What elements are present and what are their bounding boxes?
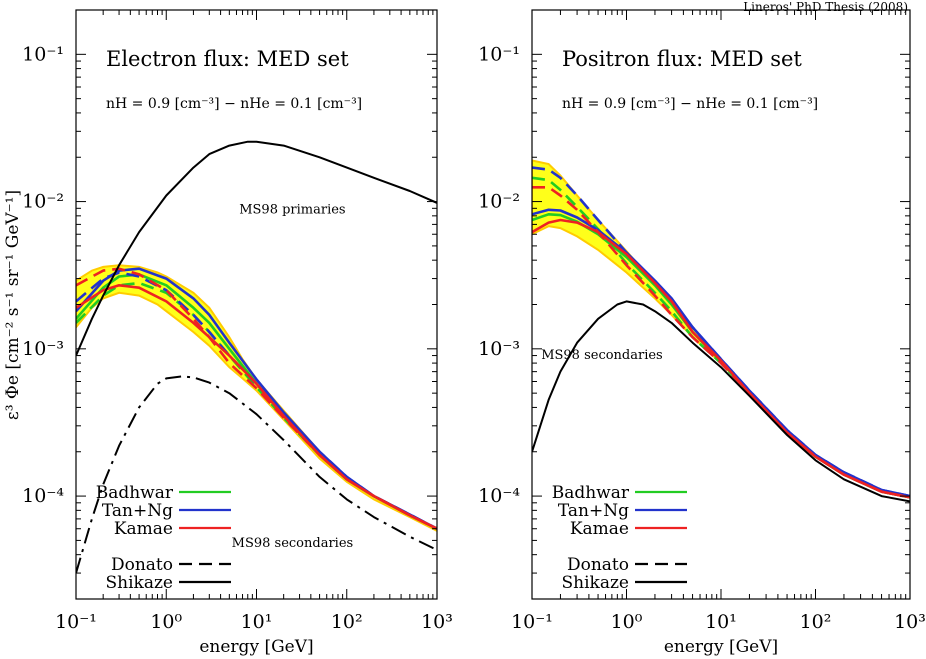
annotation-label: MS98 secondaries: [232, 536, 354, 551]
x-tick-label: 10³: [894, 611, 926, 633]
series-kamae-donato: [76, 267, 437, 530]
series-ms98-secondaries-reference: [532, 300, 910, 503]
series-tan-ng-donato: [532, 166, 910, 498]
y-tick-label: 10⁻⁴: [478, 485, 520, 507]
panel-subtitle: nH = 0.9 [cm⁻³] − nHe = 0.1 [cm⁻³]: [562, 96, 818, 112]
uncertainty-band: [76, 264, 437, 533]
legend-label: Kamae: [570, 519, 629, 539]
panel-positron: 10⁻¹ 10⁰ 10¹ 10² 10³ 10⁻⁴ 10⁻³ 10⁻² 10⁻¹ energy […: [478, 9, 926, 657]
y-tick-label: 10⁻³: [478, 338, 520, 360]
panel-electron: 10⁻¹ 10⁰ 10¹ 10² 10³ 10⁻⁴ 10⁻³ 10⁻² 10⁻¹ energy […: [22, 9, 453, 657]
legend-label: Kamae: [114, 519, 173, 539]
x-axis-label: energy [GeV]: [664, 637, 778, 657]
x-tick-label: 10⁰: [150, 611, 182, 633]
legend-label: Donato: [111, 555, 173, 575]
legend-label: Shikaze: [106, 573, 174, 593]
panel-title: Electron flux: MED set: [106, 47, 349, 71]
legend-label: Shikaze: [562, 573, 630, 593]
y-tick-label: 10⁻¹: [478, 43, 520, 65]
series-kamae-donato: [532, 186, 910, 499]
series-badhwar-donato: [532, 176, 910, 499]
legend-label: Badhwar: [96, 483, 174, 503]
legend-label: Badhwar: [552, 483, 630, 503]
plot-area: [532, 159, 910, 503]
panel-subtitle: nH = 0.9 [cm⁻³] − nHe = 0.1 [cm⁻³]: [106, 96, 362, 112]
series-kamae-shikaze: [532, 218, 910, 499]
x-tick-label: 10¹: [705, 611, 737, 633]
x-tick-label: 10¹: [241, 611, 273, 633]
x-tick-label: 10⁰: [611, 611, 643, 633]
plot-area: [76, 140, 437, 574]
series-ms98-primaries-reference: [76, 140, 437, 356]
legend-label: Tan+Ng: [102, 501, 173, 521]
legend-label: Tan+Ng: [558, 501, 629, 521]
y-axis-label: ε³ Φe [cm⁻² s⁻¹ sr⁻¹ GeV⁻¹]: [3, 190, 23, 420]
legend-label: Donato: [567, 555, 629, 575]
x-axis-label: energy [GeV]: [199, 637, 313, 657]
series-ms98-secondaries-reference-dashdot: [76, 375, 437, 574]
y-tick-label: 10⁻¹: [22, 43, 64, 65]
annotation-label: MS98 primaries: [239, 202, 345, 217]
x-tick-label: 10³: [421, 611, 453, 633]
x-tick-label: 10⁻¹: [511, 611, 553, 633]
y-tick-label: 10⁻²: [22, 191, 64, 213]
y-tick-label: 10⁻⁴: [22, 485, 64, 507]
annotation-label: MS98 secondaries: [541, 348, 663, 363]
x-tick-label: 10⁻¹: [55, 611, 97, 633]
y-tick-label: 10⁻²: [478, 191, 520, 213]
panel-title: Positron flux: MED set: [562, 47, 802, 71]
y-tick-label: 10⁻³: [22, 338, 64, 360]
x-tick-label: 10²: [331, 611, 363, 633]
x-tick-label: 10²: [800, 611, 832, 633]
